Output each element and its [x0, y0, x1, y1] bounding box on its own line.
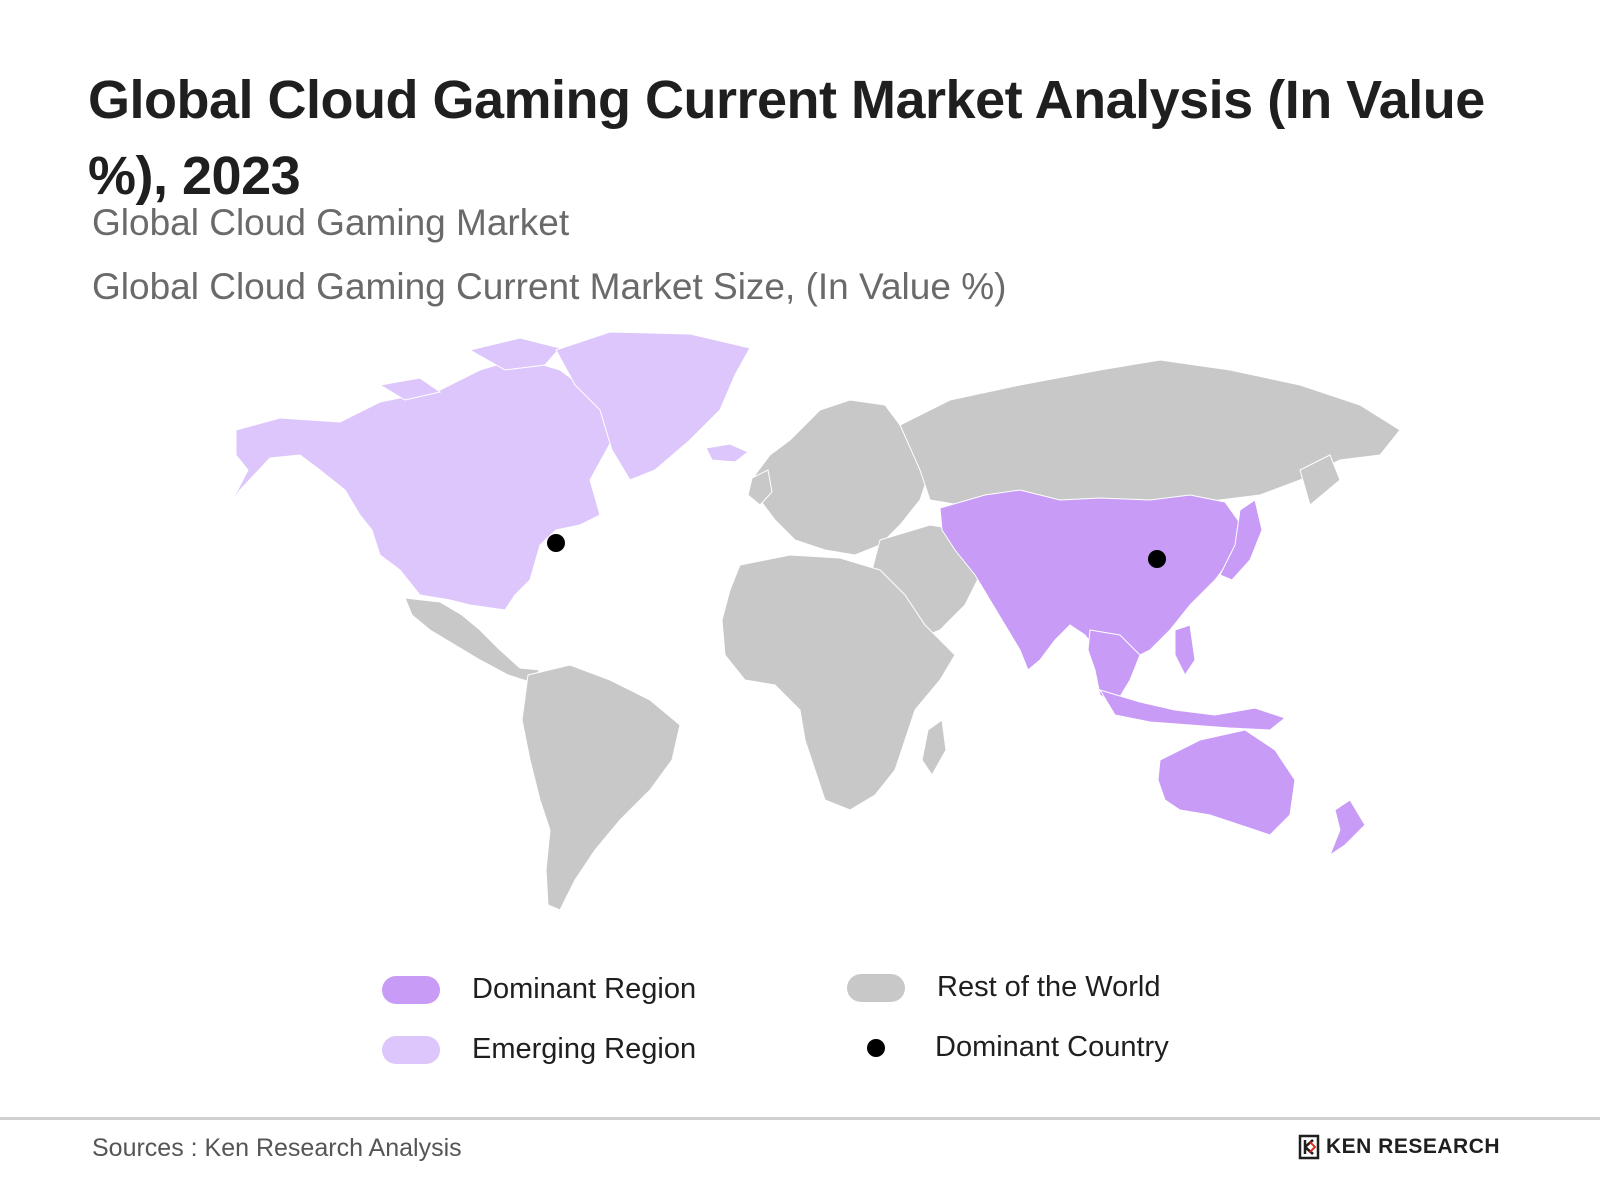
region-australia: [1157, 729, 1296, 836]
legend-emerging-region: Emerging Region: [382, 1033, 696, 1066]
legend-label-dominant-region: Dominant Region: [472, 973, 697, 1005]
region-japan: [1219, 499, 1263, 581]
ken-research-logo-icon: [1298, 1134, 1320, 1160]
subtitle-market-size: Global Cloud Gaming Current Market Size,…: [92, 266, 1007, 307]
region-madagascar: [921, 719, 947, 776]
page-title: Global Cloud Gaming Current Market Analy…: [88, 70, 1485, 206]
world-map: [0, 330, 1600, 930]
region-greenland: [555, 331, 751, 481]
legend-dominant-region: Dominant Region: [382, 973, 696, 1006]
legend-dot-dominant-country: [867, 1038, 885, 1057]
region-central-america: [404, 597, 541, 683]
region-africa: [721, 554, 956, 811]
region-uk: [747, 469, 773, 506]
region-iceland: [705, 443, 749, 463]
region-indonesia: [1098, 689, 1287, 731]
legend-swatch-emerging: [382, 1035, 440, 1064]
region-new-zealand: [1328, 799, 1366, 857]
subtitle: Global Cloud Gaming Market: [92, 202, 570, 243]
legend-dominant-country: Dominant Country: [847, 1031, 1169, 1064]
region-north-america: [229, 337, 613, 611]
region-philippines: [1174, 624, 1196, 676]
legend-label-dominant-country: Dominant Country: [935, 1031, 1169, 1063]
legend-rest-of-world: Rest of the World: [847, 971, 1161, 1004]
legend-label-emerging-region: Emerging Region: [472, 1033, 697, 1065]
footer-divider: [0, 1117, 1600, 1120]
legend-label-rest-of-world: Rest of the World: [937, 971, 1161, 1003]
region-south-america: [521, 664, 681, 911]
source-note: Sources : Ken Research Analysis: [92, 1134, 462, 1162]
brand-name: KEN RESEARCH: [1326, 1135, 1501, 1158]
dominant-country-marker-usa: [547, 534, 565, 552]
legend-swatch-rest: [847, 973, 905, 1002]
brand-logo: KEN RESEARCH: [1298, 1134, 1500, 1160]
dominant-country-marker-china: [1148, 550, 1166, 568]
region-kamchatka: [1299, 454, 1341, 506]
legend-swatch-dominant: [382, 975, 440, 1004]
